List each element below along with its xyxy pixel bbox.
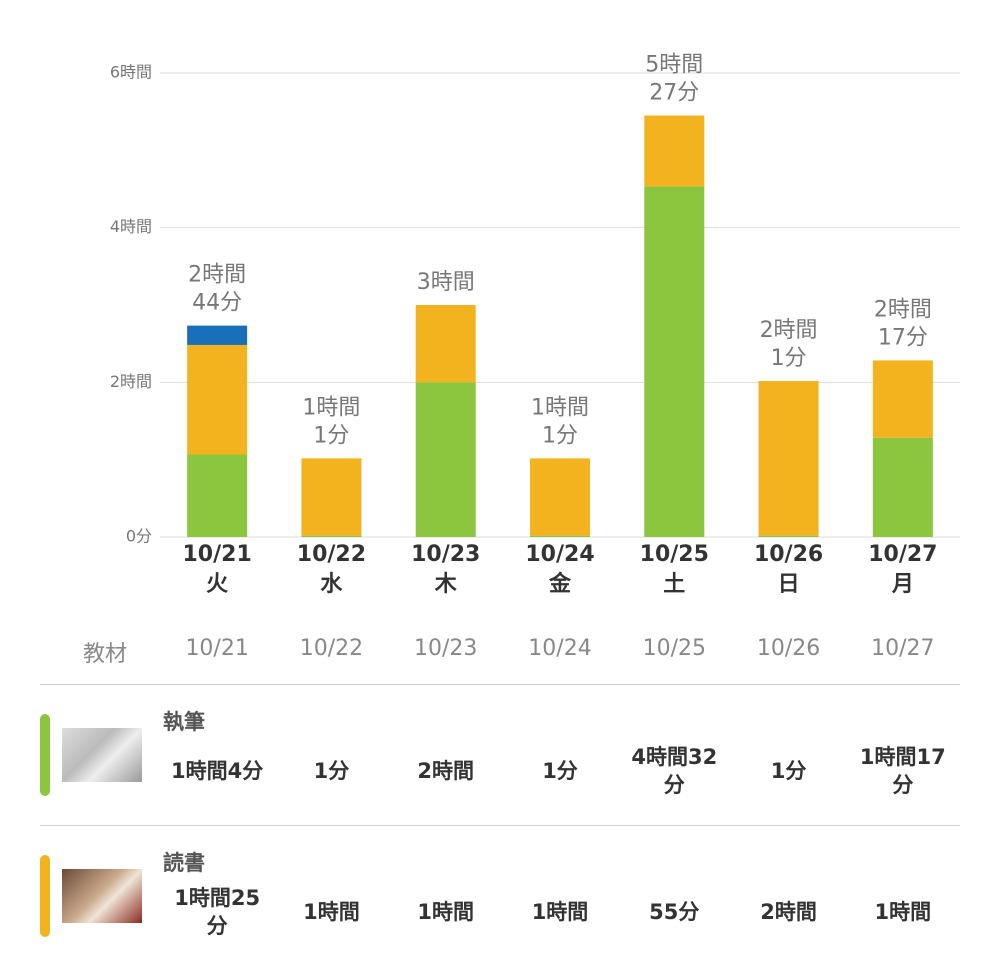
row-value: 1時間: [874, 900, 932, 924]
x-tick-label: 10/22: [297, 542, 366, 567]
x-tick-label: 10/21: [183, 542, 252, 567]
row-name: 読書: [163, 851, 205, 875]
row-value: 2時間: [760, 900, 817, 924]
bar-segment: [187, 454, 248, 537]
total-label: 3時間: [417, 270, 475, 295]
row-divider: [40, 684, 960, 685]
row-image: [62, 869, 142, 923]
total-label: 1時間 1分: [302, 395, 360, 448]
column-date: 10/25: [642, 636, 706, 661]
row-value: 1時間17分: [859, 745, 946, 797]
total-label: 2時間 1分: [760, 318, 818, 371]
row-value: 1時間4分: [171, 759, 264, 783]
bar-segment: [301, 535, 362, 537]
bar-segment: [644, 186, 705, 537]
y-tick-label: 2時間: [110, 372, 152, 391]
bar-segment: [530, 458, 590, 536]
column-date: 10/21: [185, 636, 249, 661]
total-label: 1時間 1分: [531, 395, 589, 448]
bar-segment: [758, 535, 819, 537]
row-value: 1時間: [531, 900, 589, 924]
row-value: 2時間: [417, 759, 475, 783]
x-tick-label: 10/26: [754, 542, 823, 567]
row-value: 1分: [770, 759, 807, 783]
chart: 0分 2時間 4時間 6時間 2時間 44分 1時間 1分 3時間 1時間 1分 5時間 27分 2時間 1…: [110, 53, 960, 597]
x-tick-label: 10/27: [868, 542, 937, 567]
column-date: 10/22: [299, 636, 364, 661]
x-weekday-label: 月: [891, 572, 914, 597]
x-weekday-label: 日: [778, 572, 800, 597]
bar-segment: [415, 305, 476, 383]
y-tick-label: 6時間: [110, 63, 152, 82]
x-weekday-label: 水: [320, 572, 343, 597]
total-label: 2時間 17分: [874, 297, 932, 350]
x-tick-label: 10/25: [640, 542, 709, 567]
bar-segment: [187, 344, 248, 455]
row-color-bar: [40, 714, 50, 796]
y-tick-label: 4時間: [110, 217, 152, 236]
bar-segment: [872, 360, 933, 438]
row-value: 4時間32分: [631, 745, 718, 797]
bar-segment: [415, 382, 476, 537]
bar-segment: [301, 458, 362, 536]
row-value: 1時間25分: [174, 886, 261, 938]
table-header: 教材: [82, 642, 127, 667]
x-weekday-label: 金: [548, 571, 572, 597]
x-weekday-label: 土: [663, 572, 685, 597]
bar-segment: [758, 381, 819, 536]
row-image: [62, 728, 142, 782]
column-date: 10/27: [871, 636, 935, 661]
row-divider: [40, 825, 960, 826]
row-value: 1時間: [417, 900, 475, 924]
row-name: 執筆: [163, 710, 205, 734]
row-value: 1分: [313, 759, 350, 783]
total-label: 5時間 27分: [645, 53, 703, 106]
x-weekday-label: 火: [206, 572, 228, 597]
row-value: 55分: [649, 900, 700, 924]
bar-segment: [187, 325, 248, 345]
column-date: 10/26: [756, 636, 821, 661]
row-value: 1時間: [303, 900, 360, 924]
x-tick-label: 10/24: [525, 542, 594, 567]
x-weekday-label: 木: [434, 572, 458, 597]
row-value: 1分: [542, 759, 578, 783]
column-date: 10/24: [528, 636, 592, 661]
total-label: 2時間 44分: [188, 263, 246, 316]
bar-segment: [644, 115, 705, 187]
row-color-bar: [40, 855, 50, 937]
y-tick-label: 0分: [126, 527, 152, 546]
bar-segment: [530, 535, 590, 537]
column-date: 10/23: [414, 636, 478, 661]
x-tick-label: 10/23: [411, 542, 480, 567]
bar-segment: [872, 437, 933, 537]
